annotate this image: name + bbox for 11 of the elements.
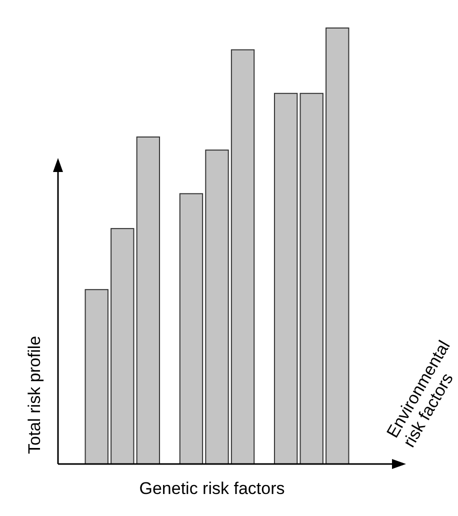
bar <box>326 28 350 464</box>
bar <box>84 289 108 464</box>
bar <box>110 228 134 464</box>
bar <box>136 136 160 464</box>
bar <box>230 49 255 464</box>
y-axis-title: Total risk profile <box>25 336 44 454</box>
bar <box>300 92 324 464</box>
bar <box>179 193 204 464</box>
bar <box>274 92 298 464</box>
x-axis-title: Genetic risk factors <box>139 479 285 498</box>
bar <box>205 150 229 464</box>
